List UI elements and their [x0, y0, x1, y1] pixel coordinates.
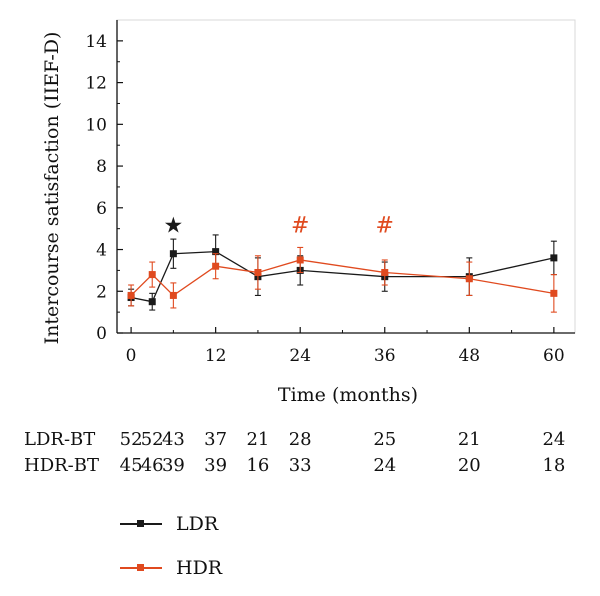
- data-point-hdr: [381, 268, 389, 276]
- x-axis-title: Time (months): [278, 384, 418, 406]
- legend-marker-hdr: [137, 564, 144, 571]
- annotation-layer: ★ # #: [164, 213, 394, 238]
- y-tick-label: 12: [85, 74, 107, 94]
- y-tick-label: 4: [96, 241, 107, 261]
- data-point-ldr: [212, 248, 220, 256]
- significance-marker: ★: [164, 213, 184, 238]
- legend-item-ldr: LDR: [120, 512, 218, 536]
- y-ticks: 0 2 4 6 8 10 12 14: [85, 32, 123, 344]
- data-point-hdr: [550, 289, 558, 297]
- plot-frame: [116, 19, 576, 334]
- data-point-hdr: [465, 275, 473, 283]
- data-point-hdr: [169, 291, 177, 299]
- legend-label-ldr: LDR: [176, 513, 219, 535]
- significance-marker: #: [291, 213, 309, 238]
- series-layer: [127, 234, 558, 313]
- x-ticks: 0 12 24 36 48 60: [126, 327, 565, 366]
- data-point-ldr: [169, 250, 177, 258]
- legend-marker-ldr: [137, 520, 144, 527]
- legend-label-hdr: HDR: [176, 557, 223, 579]
- legend-swatch-hdr: [120, 556, 162, 580]
- data-point-hdr: [212, 262, 220, 270]
- y-tick-label: 14: [85, 32, 107, 52]
- data-point-hdr: [296, 256, 304, 264]
- y-tick-label: 0: [96, 324, 107, 344]
- series-line-ldr: [130, 250, 555, 303]
- y-tick-label: 8: [96, 157, 107, 177]
- series-hdr: [127, 246, 558, 313]
- y-tick-label: 10: [85, 115, 107, 135]
- data-point-ldr: [148, 298, 156, 306]
- x-tick-label: 0: [126, 346, 137, 366]
- x-tick-label: 12: [205, 346, 227, 366]
- data-point-hdr: [127, 291, 135, 299]
- series-ldr: [127, 234, 558, 311]
- x-tick-label: 36: [374, 346, 396, 366]
- x-tick-label: 48: [458, 346, 480, 366]
- y-axis-title: Intercourse satisfaction (IIEF-D): [41, 32, 63, 345]
- y-tick-label: 6: [96, 199, 107, 219]
- legend-item-hdr: HDR: [120, 556, 222, 580]
- y-tick-label: 2: [96, 282, 107, 302]
- legend-swatch-ldr: [120, 512, 162, 536]
- x-tick-label: 60: [543, 346, 565, 366]
- significance-marker: #: [376, 213, 394, 238]
- data-point-hdr: [148, 271, 156, 279]
- data-point-hdr: [254, 268, 262, 276]
- data-point-ldr: [550, 254, 558, 262]
- series-line-hdr: [130, 259, 554, 297]
- x-tick-label: 24: [289, 346, 311, 366]
